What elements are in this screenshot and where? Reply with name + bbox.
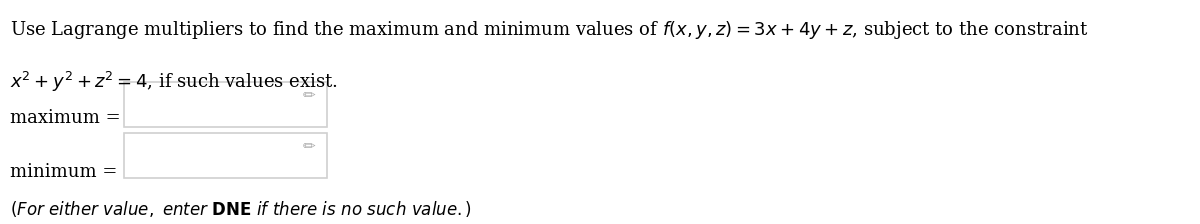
Text: $x^2 + y^2 + z^2 = 4$, if such values exist.: $x^2 + y^2 + z^2 = 4$, if such values ex…	[10, 70, 337, 94]
Text: maximum =: maximum =	[10, 109, 120, 127]
Text: Use Lagrange multipliers to find the maximum and minimum values of $f(x, y, z) =: Use Lagrange multipliers to find the max…	[10, 19, 1088, 41]
Text: minimum =: minimum =	[10, 163, 118, 181]
Text: ✏: ✏	[302, 139, 314, 154]
Text: ✏: ✏	[302, 88, 314, 103]
FancyBboxPatch shape	[125, 133, 328, 178]
FancyBboxPatch shape	[125, 82, 328, 127]
Text: $(For\ either\ value,\ enter\ \mathbf{DNE}\ if\ there\ is\ no\ such\ value.)$: $(For\ either\ value,\ enter\ \mathbf{DN…	[10, 199, 472, 219]
